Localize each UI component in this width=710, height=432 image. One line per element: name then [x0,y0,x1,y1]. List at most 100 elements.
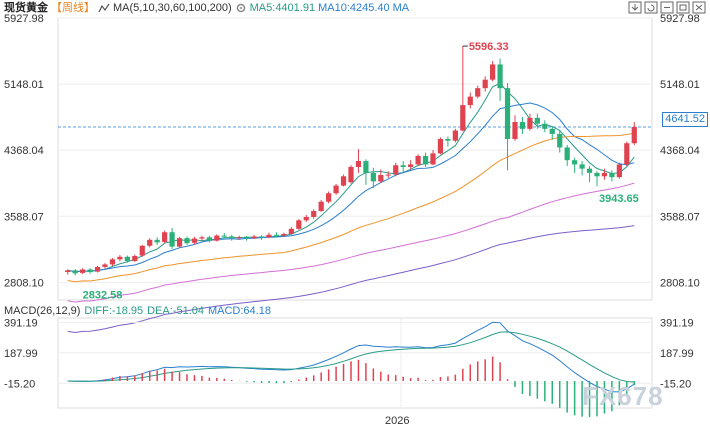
candle-body [452,130,458,141]
macd-diff-line [67,321,635,393]
candle-body [311,211,317,217]
price-panel-frame [57,17,653,301]
candle-body [229,236,235,239]
candle-body [467,96,473,106]
macd-tick-left: 187.99 [4,348,38,360]
candle-body [244,237,250,239]
candle-body [408,164,414,167]
ma10-line [67,102,635,273]
candle-body [214,235,220,241]
candle-body [631,127,637,144]
candle-body [206,237,212,241]
candle-body [475,88,481,97]
macd-histogram-value: MACD:64.18 [207,305,271,317]
ma5-line [67,82,635,273]
candle-body [80,269,86,273]
ma-settings-label[interactable]: MA(5,10,30,60,100,200) [113,2,232,14]
candle-body [549,128,555,134]
candle-body [393,165,399,175]
candle-body [527,117,533,129]
candle-body [572,160,578,165]
y-tick-label-right: 5927.98 [660,13,700,25]
candle-body [169,232,175,247]
candle-body [497,64,503,89]
macd-dea-value: DEA:-51.04 [147,305,204,317]
close-icon[interactable] [692,1,706,14]
macd-tick-left: 391.19 [4,317,38,329]
candle-body [355,161,362,167]
candle-body [124,256,130,262]
y-tick-label-right: 2808.10 [660,277,700,289]
candle-body [132,255,138,262]
candle-body [109,259,116,265]
candle-body [296,220,302,229]
y-tick-label-left: 3588.07 [4,211,44,223]
candle-body [542,123,548,129]
instrument-title: 现货黄金 [4,2,48,14]
ma60-line [67,182,635,303]
candle-body [258,236,265,238]
candle-body [557,133,563,148]
candle-body [348,166,354,183]
candle-body [199,237,205,239]
candle-body [624,143,630,165]
download-icon[interactable] [628,1,642,14]
y-tick-label-right: 3588.07 [660,211,700,223]
maximize-icon[interactable] [676,1,690,14]
candle-body [460,105,466,131]
candle-body [102,264,108,267]
macd-tick-left: -15.20 [4,378,35,390]
candle-body [363,161,369,173]
candle-body [318,201,324,212]
x-axis-label: 2026 [385,415,409,427]
candle-body [176,238,183,247]
macd-tick-right: -15.20 [660,378,691,390]
period-selector[interactable]: 【周线】 [51,2,95,14]
candle-body [430,153,436,165]
candle-body [490,64,496,80]
candle-body [422,155,429,165]
ma10-value: MA10:4245.40 [318,2,390,14]
macd-header: MACD(26,12,9) DIFF:-18.95 DEA:-51.04 MAC… [4,304,271,318]
candle-body [281,233,287,236]
candle-body [579,164,585,169]
macd-settings-label[interactable]: MACD(26,12,9) [4,305,81,317]
candle-body [586,168,593,173]
chart-header: 现货黄金 【周线】 MA(5,10,30,60,100,200) MA5:440… [4,1,409,15]
ma30-line [67,132,635,283]
annotation-low-recent: 3943.65 [599,193,639,205]
candle-body [251,236,257,239]
macd-dea-line [67,331,635,383]
macd-panel-frame [57,317,653,409]
annotation-high: 5596.33 [469,41,509,53]
candle-body [519,122,526,129]
settings-gear-icon[interactable] [235,2,247,14]
candle-body [437,139,444,154]
minimize-icon[interactable] [660,1,674,14]
candle-body [340,176,347,186]
chart-type-icon[interactable] [98,2,110,14]
candle-body [333,185,339,194]
refresh-icon[interactable] [644,1,658,14]
candle-body [65,270,71,273]
y-tick-label-right: 5148.01 [660,79,700,91]
candle-body [616,164,622,178]
candle-body [184,238,190,244]
candle-body [512,122,518,140]
candle-body [191,238,198,243]
candle-body [94,266,101,272]
candle-body [236,237,242,239]
current-price-tag: 4641.52 [662,112,708,127]
candle-body [370,172,376,182]
candle-body [288,228,294,234]
candle-body [72,270,78,274]
watermark: FX678 [582,381,664,411]
window-tools [628,1,706,14]
candle-body [504,88,511,140]
y-tick-label-left: 5927.98 [4,13,44,25]
macd-tick-right: 187.99 [660,348,694,360]
ma-next-value: MA [392,2,410,14]
candle-body [221,235,227,237]
candle-body [117,256,123,260]
